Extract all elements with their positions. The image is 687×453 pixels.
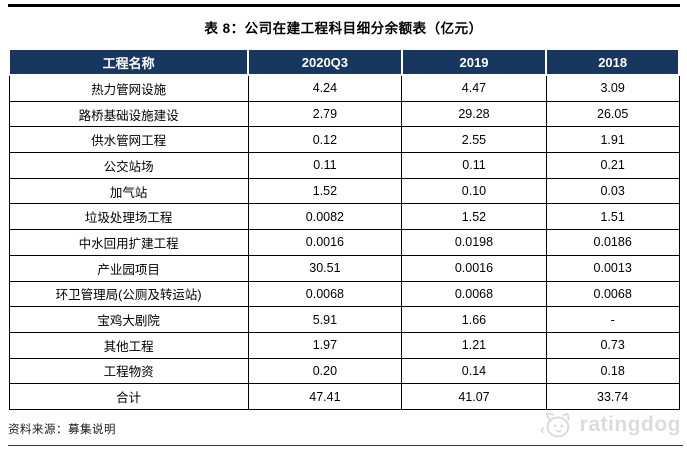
value-cell: 0.0068	[401, 280, 547, 308]
value-cell: 0.03	[545, 177, 680, 205]
value-cell: 47.41	[247, 383, 403, 410]
table-row: 加气站 1.52 0.10 0.03	[8, 177, 680, 205]
value-cell: 0.0186	[545, 229, 680, 256]
value-cell: -	[545, 306, 680, 333]
value-cell: 1.51	[545, 203, 680, 231]
value-cell: 0.0016	[247, 229, 403, 256]
value-cell: 33.74	[545, 383, 680, 410]
value-cell: 41.07	[401, 383, 547, 410]
value-cell: 0.73	[545, 331, 680, 359]
value-cell: 0.0198	[401, 229, 547, 256]
value-cell: 3.09	[545, 74, 680, 102]
column-header: 2020Q3	[247, 48, 403, 76]
project-name-cell: 其他工程	[8, 331, 249, 359]
column-header: 2018	[545, 48, 680, 76]
value-cell: 0.14	[401, 357, 547, 385]
value-cell: 0.0068	[247, 280, 403, 308]
table-row: 热力管网设施 4.24 4.47 3.09	[8, 74, 680, 102]
brand-text: ratingdog	[579, 413, 681, 436]
project-name-cell: 环卫管理局(公厕及转运站)	[8, 280, 249, 308]
value-cell: 1.91	[545, 126, 680, 154]
value-cell: 0.11	[247, 152, 403, 179]
value-cell: 1.52	[401, 203, 547, 231]
table-row: 路桥基础设施建设 2.79 29.28 26.05	[8, 100, 680, 128]
value-cell: 26.05	[545, 100, 680, 128]
column-header: 2019	[400, 48, 548, 76]
data-table: 工程名称 2020Q3 2019 2018 热力管网设施 4.24 4.47 3.09 路桥基…	[7, 48, 680, 410]
value-cell: 0.21	[545, 152, 680, 179]
value-cell: 0.18	[545, 357, 680, 385]
project-name-cell: 公交站场	[8, 152, 249, 179]
project-name-cell: 垃圾处理场工程	[8, 203, 249, 231]
header-row: 工程名称 2020Q3 2019 2018	[7, 48, 680, 76]
project-name-cell: 中水回用扩建工程	[8, 229, 249, 256]
project-name-cell: 供水管网工程	[8, 126, 249, 154]
project-name-cell: 加气站	[8, 177, 249, 205]
table-row: 工程物资 0.20 0.14 0.18	[8, 357, 680, 385]
value-cell: 0.11	[401, 152, 547, 179]
table-row: 产业园项目 30.51 0.0016 0.0013	[8, 254, 680, 282]
value-cell: 0.0068	[545, 280, 680, 308]
column-header: 工程名称	[7, 48, 250, 76]
table-row: 宝鸡大剧院 5.91 1.66-	[8, 306, 680, 333]
project-name-cell: 产业园项目	[8, 254, 249, 282]
project-name-cell: 工程物资	[8, 357, 249, 385]
value-cell: 1.66	[401, 306, 547, 333]
project-name-cell: 热力管网设施	[8, 74, 249, 102]
value-cell: 1.52	[247, 177, 403, 205]
value-cell: 0.20	[247, 357, 403, 385]
table-body: 热力管网设施 4.24 4.47 3.09 路桥基础设施建设 2.79 29.28 26.05…	[8, 74, 680, 410]
source-note: 资料来源：募集说明	[8, 424, 116, 436]
page-title: 表 8：公司在建工程科目细分余额表（亿元）	[204, 21, 483, 36]
table-row: 中水回用扩建工程 0.0016 0.0198 0.0186	[8, 229, 680, 256]
value-cell: 0.12	[247, 126, 403, 154]
value-cell: 4.24	[247, 74, 403, 102]
top-rule	[8, 4, 680, 7]
brand-watermark: ratingdog	[538, 409, 681, 441]
bottom-rule	[8, 445, 683, 446]
value-cell: 2.55	[401, 126, 547, 154]
value-cell: 0.0082	[247, 203, 403, 231]
value-cell: 1.97	[247, 331, 403, 359]
table-row: 环卫管理局(公厕及转运站) 0.0068 0.0068 0.0068	[8, 280, 680, 308]
table-row: 公交站场 0.11 0.11 0.21	[8, 152, 680, 179]
value-cell: 30.51	[247, 254, 403, 282]
value-cell: 2.79	[247, 100, 403, 128]
dog-face-icon	[540, 412, 570, 438]
value-cell: 0.0016	[401, 254, 547, 282]
value-cell: 0.0013	[545, 254, 680, 282]
project-name-cell: 合计	[8, 383, 249, 410]
table-row: 垃圾处理场工程 0.0082 1.52 1.51	[8, 203, 680, 231]
table-row: 合计 47.41 41.07 33.74	[8, 383, 680, 410]
value-cell: 5.91	[247, 306, 403, 333]
project-name-cell: 宝鸡大剧院	[8, 306, 249, 333]
table-row: 供水管网工程 0.12 2.55 1.91	[8, 126, 680, 154]
value-cell: 29.28	[401, 100, 547, 128]
value-cell: 4.47	[401, 74, 547, 102]
project-name-cell: 路桥基础设施建设	[8, 100, 249, 128]
table-row: 其他工程 1.97 1.21 0.73	[8, 331, 680, 359]
table-header: 工程名称 2020Q3 2019 2018	[7, 48, 680, 76]
value-cell: 1.21	[401, 331, 547, 359]
value-cell: 0.10	[401, 177, 547, 205]
